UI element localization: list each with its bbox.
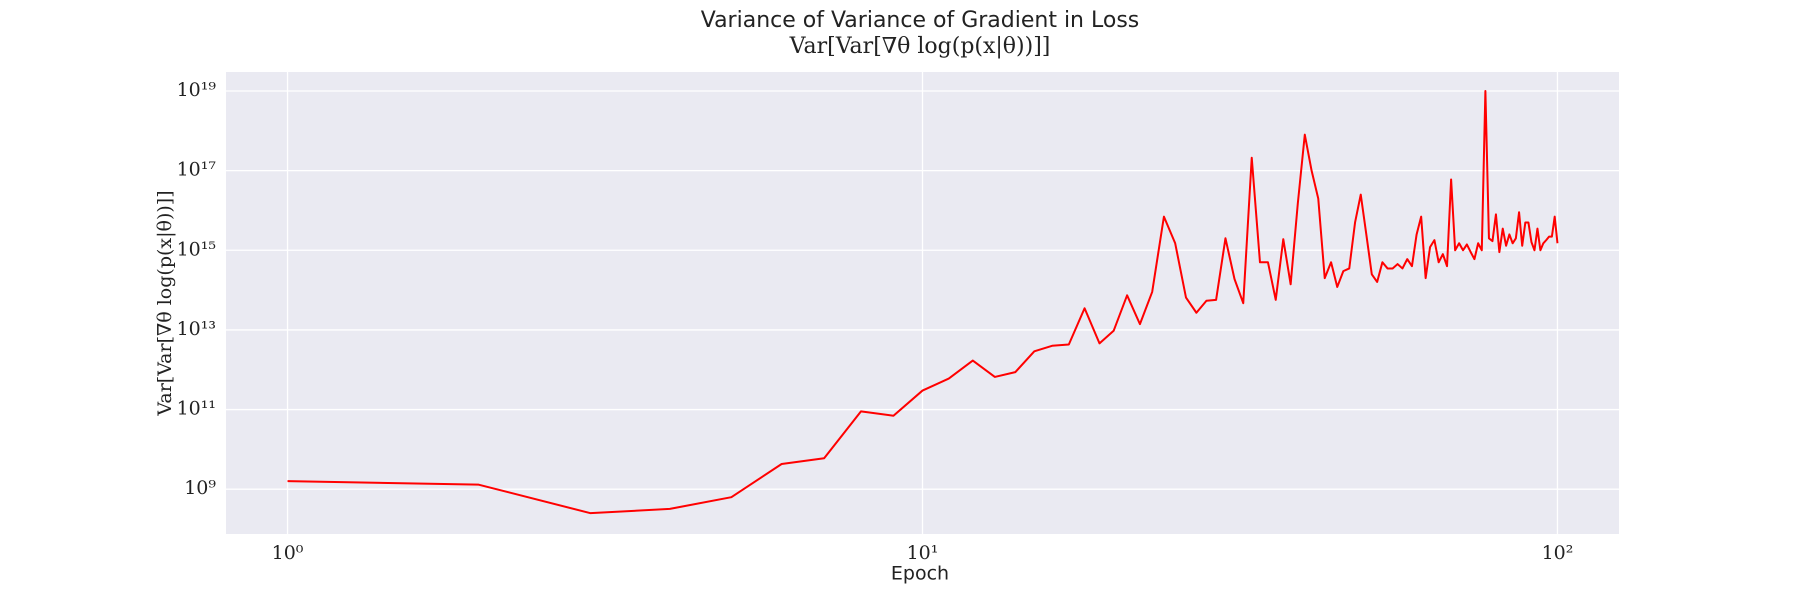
x-axis-label: Epoch <box>891 563 949 585</box>
y-axis-label: Var[Var[∇θ log(p(x|θ))]] <box>154 190 176 416</box>
y-tick-label: 10¹³ <box>177 318 216 340</box>
chart-subtitle: Var[Var[∇θ log(p(x|θ))]] <box>789 34 1051 59</box>
y-tick-label: 10⁹ <box>184 477 216 499</box>
y-tick-label: 10¹⁵ <box>177 238 216 260</box>
y-tick-label: 10¹⁹ <box>177 79 217 101</box>
data-line <box>287 90 1559 515</box>
x-tick-label: 10² <box>1542 542 1574 564</box>
x-tick-label: 10¹ <box>907 542 939 564</box>
chart-title: Variance of Variance of Gradient in Loss <box>701 8 1140 33</box>
x-tick-label: 10⁰ <box>272 542 304 564</box>
y-tick-label: 10¹¹ <box>177 398 216 420</box>
y-tick-label: 10¹⁷ <box>177 159 217 181</box>
